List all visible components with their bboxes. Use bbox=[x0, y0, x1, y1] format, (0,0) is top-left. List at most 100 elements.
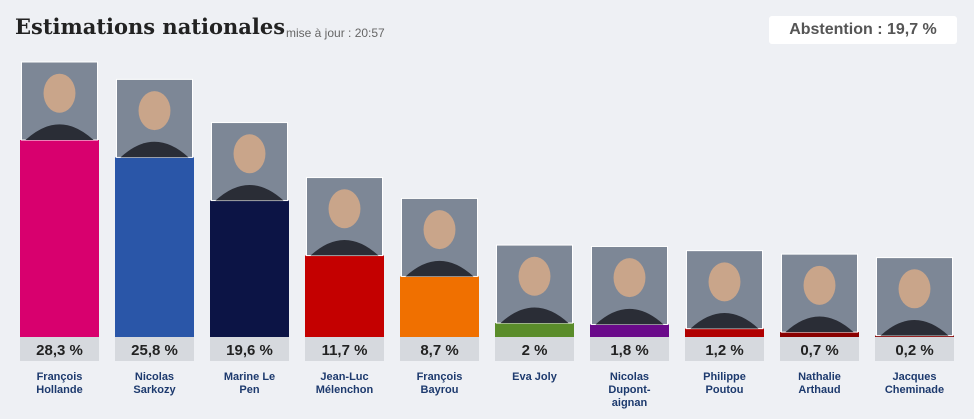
portrait-face bbox=[898, 269, 931, 309]
portrait-shoulders bbox=[690, 313, 759, 329]
candidate-bar bbox=[780, 332, 859, 337]
candidate-bar-group: 2 % Eva Joly bbox=[495, 244, 574, 383]
portrait-face bbox=[708, 262, 741, 302]
candidate-name-line: Jean-Luc bbox=[320, 371, 368, 383]
candidate-name: Marine Le Pen bbox=[224, 371, 275, 396]
candidate-name-line: Sarkozy bbox=[133, 384, 176, 396]
candidate-name-line: Dupont- bbox=[608, 384, 650, 396]
value-label-box bbox=[305, 337, 384, 361]
candidate-name-line: Mélenchon bbox=[316, 384, 374, 396]
value-label-box bbox=[210, 337, 289, 361]
candidate-name: Jean-Luc Mélenchon bbox=[316, 371, 374, 396]
candidate-name-line: Cheminade bbox=[885, 384, 944, 396]
candidate-bar-group: 19,6 % Marine Le Pen bbox=[210, 122, 289, 396]
portrait-face bbox=[423, 210, 456, 250]
value-label: 11,7 % bbox=[322, 342, 368, 359]
value-label-box bbox=[115, 337, 194, 361]
portrait-melenchon bbox=[306, 177, 383, 257]
candidate-name-line: Bayrou bbox=[421, 384, 459, 396]
candidate-bar-group: 25,8 % Nicolas Sarkozy bbox=[115, 78, 194, 396]
candidate-name: Eva Joly bbox=[512, 371, 558, 383]
candidate-bar bbox=[590, 324, 669, 337]
abstention-badge: Abstention : 19,7 % bbox=[769, 16, 957, 44]
candidate-name-line: François bbox=[417, 371, 463, 383]
portrait-hollande bbox=[21, 61, 98, 141]
portrait-shoulders bbox=[595, 308, 664, 325]
candidate-name: François Bayrou bbox=[417, 371, 463, 396]
update-time: mise à jour : 20:57 bbox=[286, 26, 385, 40]
candidate-name-line: Nathalie bbox=[798, 371, 841, 383]
portrait-face bbox=[138, 91, 171, 131]
candidate-name-line: Arthaud bbox=[798, 384, 840, 396]
candidate-name-line: Eva Joly bbox=[512, 371, 558, 383]
portrait-shoulders bbox=[785, 316, 854, 333]
value-label-box bbox=[685, 337, 764, 361]
portrait-bayrou bbox=[401, 197, 478, 277]
value-label: 2 % bbox=[522, 342, 548, 359]
candidate-bar-group: 8,7 % François Bayrou bbox=[400, 197, 479, 396]
portrait-dupont-aignan bbox=[591, 245, 668, 325]
value-label: 25,8 % bbox=[131, 342, 178, 359]
candidate-name-line: Jacques bbox=[892, 371, 936, 383]
candidate-bar bbox=[495, 323, 574, 337]
candidate-name-line: Hollande bbox=[36, 384, 82, 396]
candidate-bar bbox=[115, 157, 194, 337]
candidate-name-line: Pen bbox=[239, 384, 259, 396]
portrait-face bbox=[518, 256, 551, 296]
value-label: 28,3 % bbox=[36, 342, 83, 359]
portrait-le-pen bbox=[211, 122, 288, 202]
portrait-shoulders bbox=[500, 307, 569, 324]
candidate-bar bbox=[305, 255, 384, 337]
portrait-shoulders bbox=[310, 239, 379, 256]
candidate-name-line: Philippe bbox=[703, 371, 746, 383]
value-label-box bbox=[400, 337, 479, 361]
portrait-shoulders bbox=[215, 184, 284, 201]
portrait-sarkozy bbox=[116, 78, 193, 158]
value-label: 1,8 % bbox=[610, 342, 648, 359]
portrait-face bbox=[43, 73, 76, 113]
portrait-cheminade bbox=[876, 257, 953, 337]
value-label-box bbox=[590, 337, 669, 361]
candidate-name: Nathalie Arthaud bbox=[798, 371, 841, 396]
value-label-box bbox=[875, 337, 954, 361]
candidate-name-line: Poutou bbox=[706, 384, 744, 396]
portrait-joly bbox=[496, 244, 573, 324]
value-label-box bbox=[780, 337, 859, 361]
portrait-face bbox=[328, 189, 361, 229]
portrait-shoulders bbox=[405, 260, 474, 277]
candidate-bar bbox=[400, 276, 479, 337]
candidate-name-line: Nicolas bbox=[135, 371, 174, 383]
portrait-face bbox=[233, 134, 266, 174]
candidate-name-line: aignan bbox=[612, 397, 648, 409]
candidate-name: Philippe Poutou bbox=[703, 371, 746, 396]
candidate-bar bbox=[685, 328, 764, 337]
page-title: Estimations nationales bbox=[15, 14, 286, 39]
candidate-name-line: François bbox=[37, 371, 83, 383]
portrait-shoulders bbox=[25, 124, 94, 140]
value-label: 0,2 % bbox=[895, 342, 933, 359]
value-label: 19,6 % bbox=[226, 342, 273, 359]
candidate-bar-group: 11,7 % Jean-Luc Mélenchon bbox=[305, 177, 384, 396]
portrait-face bbox=[613, 258, 646, 298]
candidate-name: Jacques Cheminade bbox=[885, 371, 944, 396]
candidate-bar-group: 1,2 % Philippe Poutou bbox=[685, 250, 764, 396]
portrait-poutou bbox=[686, 250, 763, 330]
value-label: 0,7 % bbox=[800, 342, 838, 359]
candidate-bar-group: 28,3 % François Hollande bbox=[20, 61, 99, 396]
value-label: 1,2 % bbox=[705, 342, 743, 359]
candidate-bar-group: 0,2 % Jacques Cheminade bbox=[875, 257, 954, 396]
candidate-bar bbox=[210, 200, 289, 337]
portrait-face bbox=[803, 265, 836, 305]
portrait-arthaud bbox=[781, 253, 858, 333]
value-label-box bbox=[495, 337, 574, 361]
candidate-name: François Hollande bbox=[36, 371, 82, 396]
value-label: 8,7 % bbox=[420, 342, 458, 359]
candidate-name: Nicolas Sarkozy bbox=[133, 371, 176, 396]
candidate-name-line: Marine Le bbox=[224, 371, 275, 383]
candidate-bar bbox=[20, 140, 99, 337]
candidate-name: Nicolas Dupont-aignan bbox=[608, 371, 650, 409]
portrait-shoulders bbox=[120, 141, 189, 158]
candidate-bar-group: 1,8 % Nicolas Dupont-aignan bbox=[590, 245, 669, 409]
candidate-name-line: Nicolas bbox=[610, 371, 649, 383]
